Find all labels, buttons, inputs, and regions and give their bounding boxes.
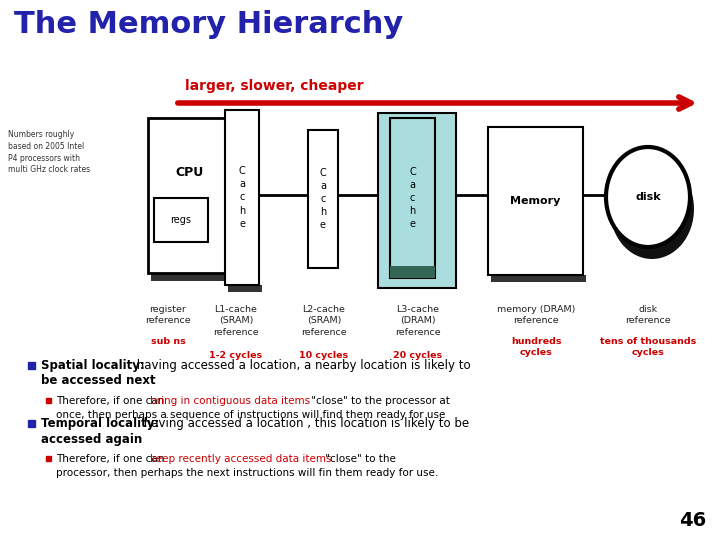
Text: Temporal locality:: Temporal locality:: [41, 416, 159, 429]
Text: C
a
c
h
e: C a c h e: [409, 167, 416, 229]
Text: memory (DRAM)
reference: memory (DRAM) reference: [497, 305, 575, 326]
Text: regs: regs: [171, 215, 192, 225]
Bar: [308, 130, 338, 268]
Text: register
reference: register reference: [145, 305, 191, 326]
Text: Numbers roughly
based on 2005 Intel
P4 processors with
multi GHz clock rates: Numbers roughly based on 2005 Intel P4 p…: [8, 130, 90, 174]
Text: "close" to the: "close" to the: [322, 454, 396, 464]
Text: disk: disk: [635, 192, 661, 202]
Text: once, then perhaps a sequence of instructions will find them ready for use: once, then perhaps a sequence of instruc…: [56, 410, 446, 420]
Bar: [378, 113, 456, 288]
Text: 10 cycles: 10 cycles: [300, 351, 348, 360]
Text: bring in contiguous data items: bring in contiguous data items: [150, 396, 310, 406]
Text: Spatial locality:: Spatial locality:: [41, 359, 145, 372]
Bar: [225, 110, 259, 285]
Text: The Memory Hierarchy: The Memory Hierarchy: [14, 10, 403, 39]
Text: larger, slower, cheaper: larger, slower, cheaper: [185, 79, 364, 93]
Bar: [46, 456, 51, 461]
Bar: [151, 273, 241, 281]
Bar: [390, 266, 435, 278]
Bar: [491, 275, 586, 282]
Text: hundreds
cycles: hundreds cycles: [510, 337, 562, 357]
Text: processor, then perhaps the next instructions will fin them ready for use.: processor, then perhaps the next instruc…: [56, 468, 438, 478]
Text: Memory: Memory: [510, 196, 561, 206]
Text: C
a
c
h
e: C a c h e: [238, 166, 246, 229]
Bar: [46, 398, 51, 403]
Bar: [228, 285, 262, 292]
Ellipse shape: [610, 159, 694, 259]
Text: Therefore, if one can: Therefore, if one can: [56, 454, 168, 464]
Text: L1-cache
(SRAM)
reference: L1-cache (SRAM) reference: [213, 305, 258, 337]
Text: "close" to the processor at: "close" to the processor at: [308, 396, 450, 406]
Text: Therefore, if one can: Therefore, if one can: [56, 396, 168, 406]
Text: CPU: CPU: [176, 166, 204, 179]
Text: having accessed a location , this location is likely to be: having accessed a location , this locati…: [140, 416, 469, 429]
Bar: [148, 118, 238, 273]
Bar: [390, 118, 435, 278]
Text: accessed again: accessed again: [41, 433, 143, 446]
Text: L2-cache
(SRAM)
reference: L2-cache (SRAM) reference: [301, 305, 347, 337]
Bar: [154, 198, 208, 242]
Bar: [488, 127, 583, 275]
Text: be accessed next: be accessed next: [41, 375, 156, 388]
Text: 20 cycles: 20 cycles: [393, 351, 443, 360]
Text: having accessed a location, a nearby location is likely to: having accessed a location, a nearby loc…: [133, 359, 471, 372]
Text: 46: 46: [679, 511, 706, 530]
Text: disk
reference: disk reference: [625, 305, 671, 326]
Text: keep recently accessed data items: keep recently accessed data items: [150, 454, 331, 464]
Text: L3-cache
(DRAM)
reference: L3-cache (DRAM) reference: [395, 305, 441, 337]
Bar: [28, 420, 35, 427]
Text: sub ns: sub ns: [150, 337, 185, 346]
Ellipse shape: [606, 147, 690, 247]
Text: 1-2 cycles: 1-2 cycles: [210, 351, 263, 360]
Bar: [28, 362, 35, 369]
Text: tens of thousands
cycles: tens of thousands cycles: [600, 337, 696, 357]
Text: C
a
c
h
e: C a c h e: [320, 167, 326, 231]
